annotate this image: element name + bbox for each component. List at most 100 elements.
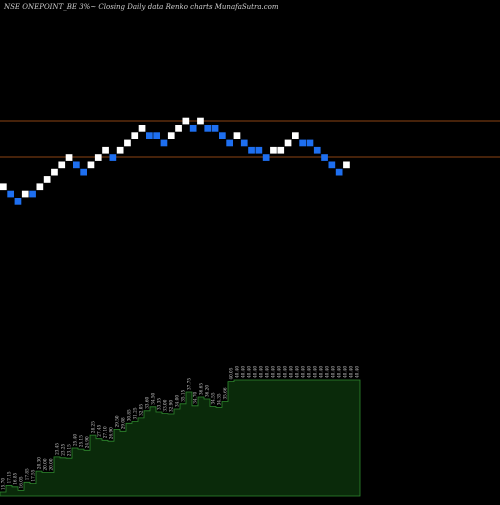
- volume-label: 40.40: [247, 366, 252, 378]
- brick-up: [102, 146, 109, 154]
- brick-down: [306, 139, 314, 147]
- volume-label: 33.60: [145, 396, 150, 408]
- brick-down: [160, 139, 168, 147]
- volume-label: 27.10: [103, 426, 108, 438]
- volume-label: 40.40: [301, 366, 306, 378]
- volume-label: 23.25: [61, 443, 66, 455]
- volume-label: 40.40: [355, 366, 360, 378]
- brick-down: [299, 139, 306, 147]
- brick-up: [131, 132, 139, 139]
- volume-label: 34.00: [175, 395, 180, 407]
- brick-up: [58, 161, 66, 169]
- brick-up: [116, 146, 124, 154]
- brick-up: [292, 132, 299, 139]
- brick-up: [277, 146, 285, 154]
- volume-label: 34.55: [211, 392, 216, 404]
- brick-down: [321, 154, 328, 161]
- volume-label: 33.35: [157, 398, 162, 410]
- reference-lines: [0, 120, 500, 158]
- volume-label: 32.05: [139, 404, 144, 416]
- brick-down: [248, 146, 255, 154]
- brick-down: [29, 190, 36, 198]
- volume-label: 40.40: [331, 366, 336, 378]
- brick-up: [175, 125, 182, 132]
- volume-label: 16.05: [19, 476, 24, 488]
- brick-up: [182, 117, 190, 125]
- volume-label: 27.45: [97, 424, 102, 436]
- brick-down: [262, 154, 270, 161]
- brick-up: [87, 161, 95, 169]
- volume-label: 20.30: [37, 457, 42, 469]
- brick-down: [109, 154, 117, 161]
- volume-label: 40.40: [253, 366, 258, 378]
- volume-label: 25.15: [79, 435, 84, 447]
- brick-up: [51, 168, 58, 176]
- volume-label: 40.40: [283, 366, 288, 378]
- volume-label: 40.40: [337, 366, 342, 378]
- volume-label: 40.40: [343, 366, 348, 378]
- brick-up: [36, 183, 44, 191]
- brick-up: [270, 146, 277, 154]
- volume-label: 31.25: [133, 407, 138, 419]
- volume-label: 40.40: [265, 366, 270, 378]
- volume-label: 30.85: [127, 409, 132, 421]
- brick-up: [0, 183, 7, 191]
- volume-label: 35.66: [223, 387, 228, 399]
- brick-down: [204, 125, 212, 132]
- volume-label: 16.85: [13, 472, 18, 484]
- volume-label: 34.50: [151, 392, 156, 404]
- volume-label: 28.25: [91, 421, 96, 433]
- brick-down: [328, 161, 336, 169]
- volume-label: 36.65: [199, 383, 204, 395]
- brick-up: [124, 139, 131, 147]
- chart-title: NSE ONEPOINT_BE 3%~ Closing Daily data R…: [4, 3, 279, 11]
- volume-label: 40.40: [313, 366, 318, 378]
- volume-label: 40.40: [349, 366, 354, 378]
- brick-down: [313, 146, 321, 154]
- volume-label: 40.40: [277, 366, 282, 378]
- volume-label: 40.40: [289, 366, 294, 378]
- volume-label: 23.15: [67, 444, 72, 456]
- volume-label: 34.70: [193, 391, 198, 403]
- volume-label: 24.90: [85, 436, 90, 448]
- brick-up: [65, 154, 73, 161]
- brick-down: [14, 198, 22, 205]
- volume-label: 20.00: [49, 458, 54, 470]
- volume-label: 17.15: [7, 471, 12, 483]
- brick-down: [240, 139, 248, 147]
- brick-up: [138, 125, 146, 132]
- brick-down: [153, 132, 160, 139]
- volume-label: 29.08: [121, 417, 126, 429]
- brick-up: [167, 132, 175, 139]
- volume-label: 33.00: [163, 399, 168, 411]
- brick-down: [7, 190, 14, 198]
- brick-down: [189, 125, 197, 132]
- renko-bricks: [0, 117, 350, 205]
- brick-down: [146, 132, 153, 139]
- volume-label: 29.50: [115, 415, 120, 427]
- volume-label: 25.40: [73, 434, 78, 446]
- brick-down: [219, 132, 226, 139]
- brick-down: [335, 168, 343, 176]
- brick-up: [284, 139, 292, 147]
- brick-down: [226, 139, 233, 147]
- brick-up: [21, 190, 29, 198]
- brick-down: [211, 125, 219, 132]
- volume-label: 40.40: [319, 366, 324, 378]
- brick-up: [343, 161, 350, 169]
- volume-label: 34.35: [217, 393, 222, 405]
- volume-label: 40.40: [271, 366, 276, 378]
- volume-label: 32.90: [169, 400, 174, 412]
- volume-label: 40.05: [229, 367, 234, 379]
- volume-label: 40.40: [259, 366, 264, 378]
- brick-up: [233, 132, 241, 139]
- brick-up: [197, 117, 204, 125]
- brick-up: [94, 154, 102, 161]
- volume-label: 23.45: [55, 443, 60, 455]
- volume-label: 17.55: [31, 469, 36, 481]
- volume-label: 40.40: [235, 366, 240, 378]
- brick-down: [80, 168, 87, 176]
